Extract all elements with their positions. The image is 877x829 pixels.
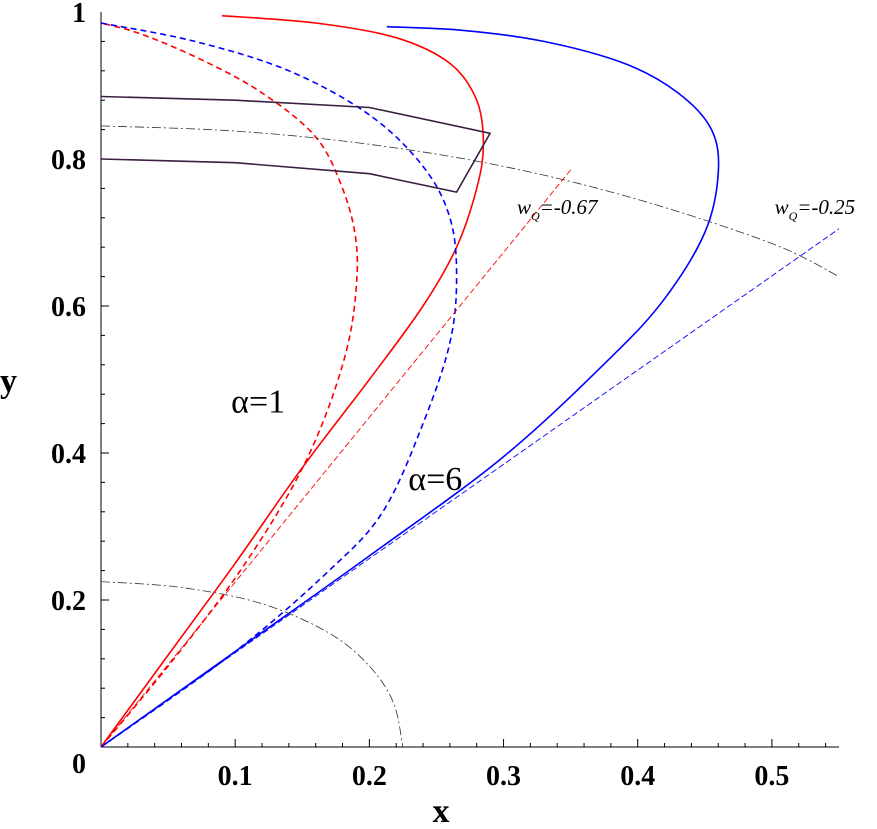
series-red-thin-dashed-line bbox=[100, 169, 571, 748]
x-tick-label: 0.1 bbox=[218, 761, 253, 792]
axes bbox=[100, 12, 839, 748]
annotation-w067: wQ=-0.67 bbox=[517, 195, 599, 223]
series-blue-dashed bbox=[100, 22, 458, 748]
x-tick-label: 0.5 bbox=[754, 761, 789, 792]
series-band-outline bbox=[100, 95, 492, 194]
x-tick-label: 0.4 bbox=[620, 761, 655, 792]
series-red-dashed bbox=[100, 22, 359, 748]
series-red-solid bbox=[100, 14, 485, 748]
annotation-w025: wQ=-0.25 bbox=[775, 195, 856, 223]
annotation-alpha6: α=6 bbox=[408, 461, 462, 498]
annotation-alpha1: α=1 bbox=[231, 384, 285, 421]
x-axis-title: x bbox=[433, 793, 450, 829]
series-layer bbox=[100, 14, 840, 748]
x-tick-label: 0.3 bbox=[486, 761, 521, 792]
y-tick-label: 0.4 bbox=[51, 439, 86, 470]
y-tick-label: 1 bbox=[72, 0, 86, 29]
series-gray-arc-inner bbox=[100, 581, 404, 748]
series-blue-solid bbox=[100, 25, 720, 748]
y-axis-title: y bbox=[0, 363, 17, 400]
x-tick-label: 0.2 bbox=[352, 761, 387, 792]
y-tick-label: 0.8 bbox=[51, 145, 86, 176]
labels: 0.1 0.2 0.3 0.4 0.5 0 0.2 0.4 0.6 0.8 1 x y α=1 α=6 wQ=… bbox=[0, 0, 855, 829]
y-tick-label: 0.6 bbox=[51, 292, 86, 323]
series-blue-thin-dashed-line bbox=[100, 228, 840, 748]
y-tick-label: 0.2 bbox=[51, 586, 86, 617]
y-tick-label: 0 bbox=[72, 749, 86, 780]
series-gray-arc-outer bbox=[100, 125, 840, 277]
